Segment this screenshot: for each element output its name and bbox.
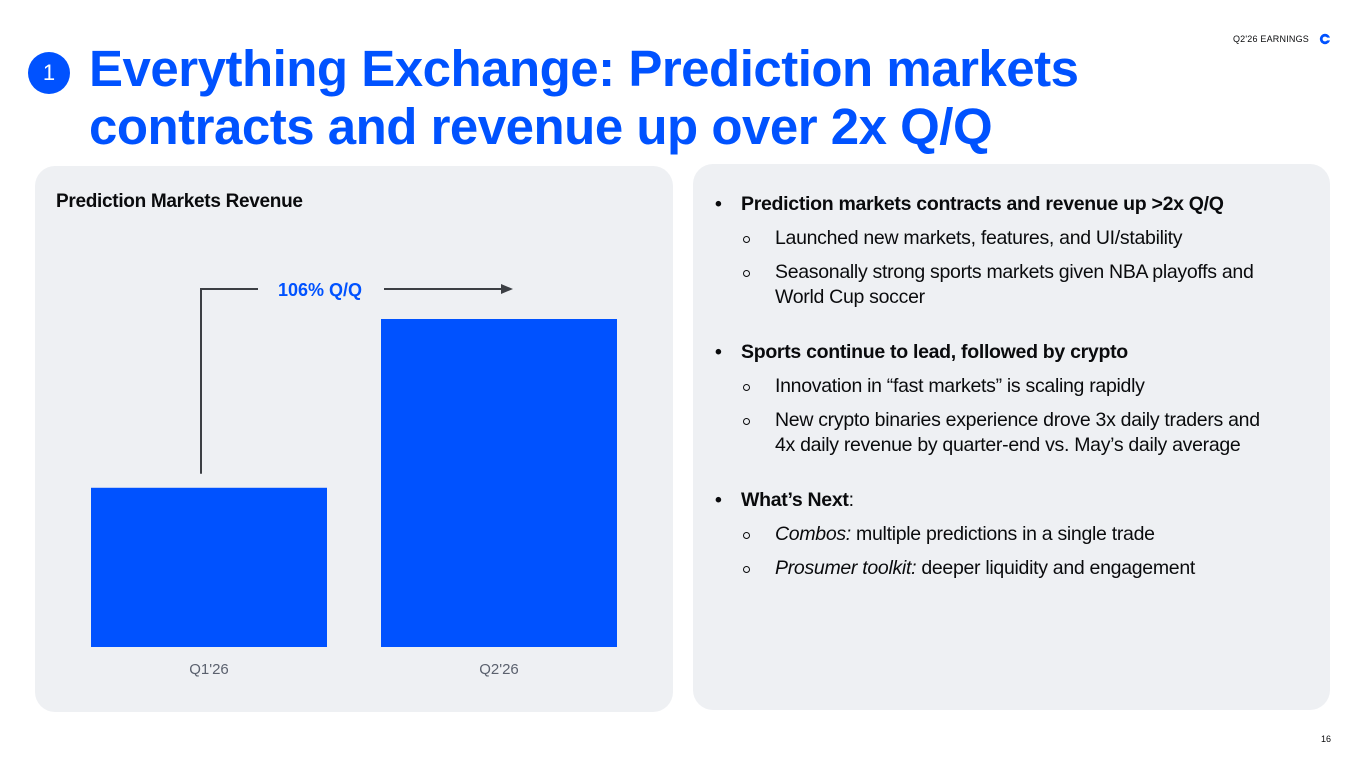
bar	[381, 319, 617, 647]
bullet-sub: New crypto binaries experience drove 3x …	[715, 408, 1275, 458]
x-tick-label: Q2'26	[479, 661, 519, 678]
bullet-group: Prediction markets contracts and revenue…	[715, 192, 1275, 310]
bullet-sub: Prosumer toolkit: deeper liquidity and e…	[715, 556, 1275, 581]
bullet-main-suffix: :	[848, 489, 854, 511]
growth-annotation: 106% Q/Q	[278, 280, 362, 300]
bullet-group: Sports continue to lead, followed by cry…	[715, 340, 1275, 458]
section-number-badge: 1	[28, 52, 70, 94]
bullet-sub: Innovation in “fast markets” is scaling …	[715, 374, 1275, 399]
chart-title: Prediction Markets Revenue	[56, 191, 303, 212]
x-tick-label: Q1'26	[189, 661, 229, 678]
bullet-group: What’s Next: Combos: multiple prediction…	[715, 488, 1275, 581]
chart-panel: Prediction Markets Revenue Q1'26 Q2'26 106…	[35, 166, 673, 712]
bar-chart: Q1'26 Q2'26 106% Q/Q	[91, 280, 617, 678]
header: Q2'26 EARNINGS	[1233, 33, 1331, 45]
page-title: Everything Exchange: Prediction markets …	[89, 40, 1079, 155]
bullets-panel: Prediction markets contracts and revenue…	[693, 164, 1330, 710]
bullet-sub: Combos: multiple predictions in a single…	[715, 522, 1275, 547]
bullet-sub-text: deeper liquidity and engagement	[916, 557, 1195, 579]
annotation-bracket	[200, 288, 258, 474]
page-number: 16	[1320, 734, 1331, 744]
bullet-main: Prediction markets contracts and revenue…	[715, 192, 1275, 216]
bullet-sub: Launched new markets, features, and UI/s…	[715, 226, 1275, 251]
bar	[91, 487, 327, 647]
bullet-main: What’s Next:	[715, 488, 1275, 512]
bullet-sub-lead: Prosumer toolkit:	[775, 557, 917, 579]
bullet-main-text: What’s Next	[741, 489, 849, 511]
bullet-main: Sports continue to lead, followed by cry…	[715, 340, 1275, 364]
coinbase-logo-icon	[1319, 33, 1331, 45]
bullet-sub-lead: Combos:	[775, 523, 851, 545]
bullet-sub: Seasonally strong sports markets given N…	[715, 260, 1275, 310]
annotation-arrowhead	[501, 284, 513, 294]
bullet-sub-text: multiple predictions in a single trade	[850, 523, 1155, 545]
earnings-label: Q2'26 EARNINGS	[1232, 34, 1309, 44]
